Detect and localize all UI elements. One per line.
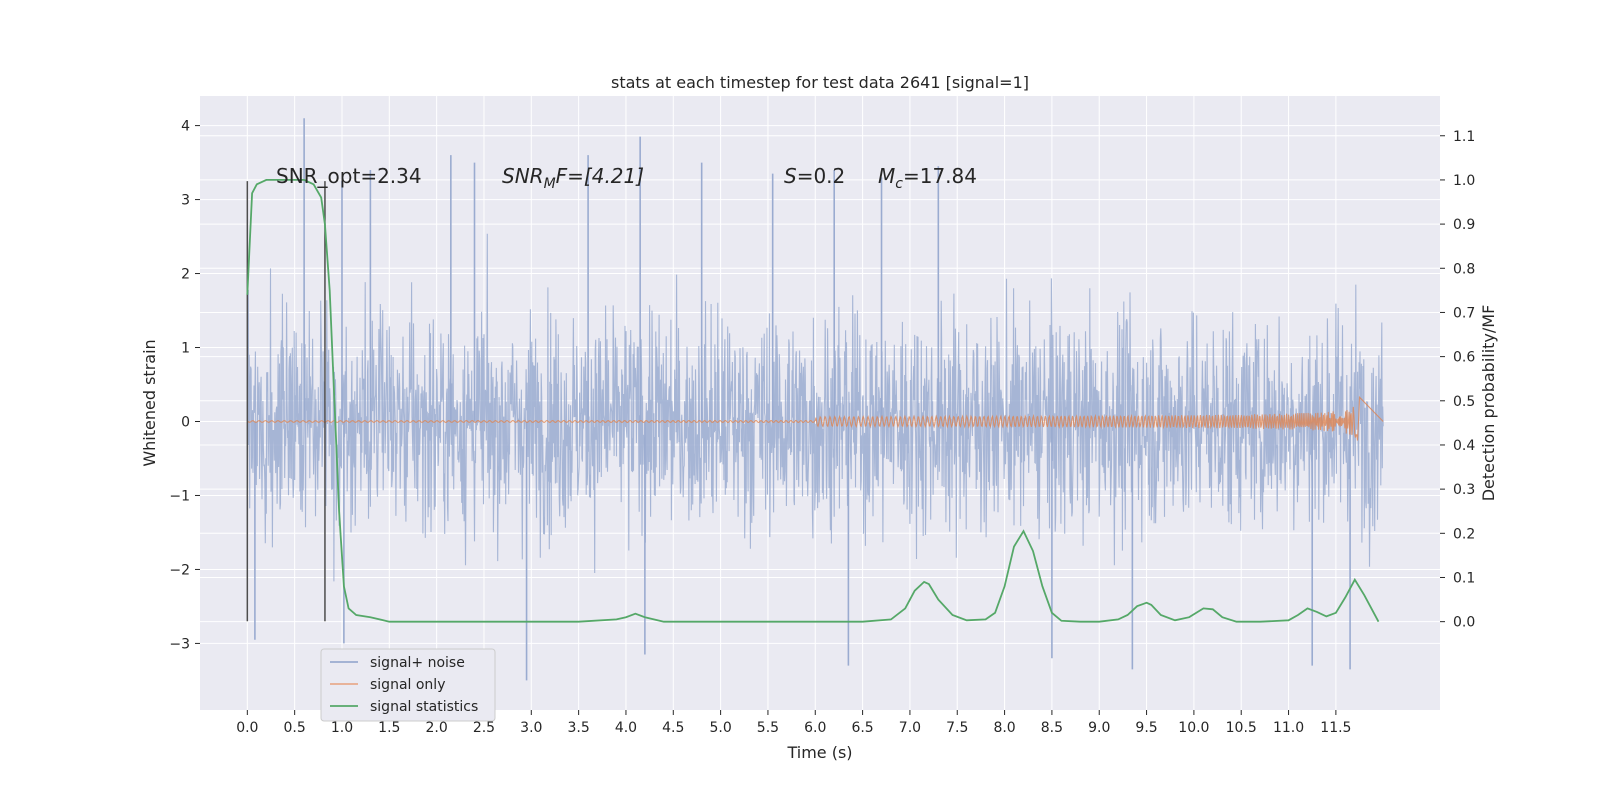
y-right-tick-label: 1.0 bbox=[1453, 173, 1475, 189]
x-tick-label: 5.5 bbox=[757, 720, 779, 736]
y-left-tick-label: −2 bbox=[169, 562, 190, 578]
x-tick-label: 10.0 bbox=[1178, 720, 1209, 736]
signal-statistics-line bbox=[246, 178, 1380, 623]
x-tick-label: 4.5 bbox=[662, 720, 684, 736]
x-tick-label: 4.0 bbox=[615, 720, 637, 736]
legend-label-signal-statistics: signal statistics bbox=[370, 699, 478, 715]
x-tick-label: 3.5 bbox=[567, 720, 589, 736]
x-tick-label: 8.0 bbox=[993, 720, 1015, 736]
y-right-tick-label: 0.1 bbox=[1453, 570, 1475, 586]
x-axis-label: Time (s) bbox=[786, 743, 852, 762]
annotation-s: S=0.2 bbox=[784, 164, 845, 188]
y-left-tick-label: 4 bbox=[181, 119, 190, 135]
x-tick-label: 0.5 bbox=[284, 720, 306, 736]
legend-label-signal-only: signal only bbox=[370, 677, 445, 693]
x-tick-label: 3.0 bbox=[520, 720, 542, 736]
y-left-tick-label: 0 bbox=[181, 414, 190, 430]
y-left-tick-label: 3 bbox=[181, 193, 190, 209]
y-axis-label-left: Whitened strain bbox=[140, 339, 159, 466]
annotation-snr-mf-rest: F=[4.21] bbox=[556, 164, 644, 188]
marker-lines bbox=[246, 181, 326, 622]
y-right-tick-label: 0.7 bbox=[1453, 305, 1475, 321]
x-tick-label: 5.0 bbox=[709, 720, 731, 736]
x-tick-label: 2.5 bbox=[473, 720, 495, 736]
x-tick-label: 9.0 bbox=[1088, 720, 1110, 736]
x-tick-label: 2.0 bbox=[426, 720, 448, 736]
annotation-snr-mf-main: SNR bbox=[502, 164, 544, 188]
signal-noise-line bbox=[246, 233, 1384, 582]
legend-box bbox=[320, 648, 496, 722]
x-tick-label: 11.5 bbox=[1320, 720, 1351, 736]
annotation-mc-main: M bbox=[878, 164, 895, 188]
axis-ticks: 0.0 0.5 1.0 1.5 2.0 2.5 3.0 3.5 4.0 4.5 5.0 5.5 6.0 6… bbox=[169, 119, 1475, 736]
y-right-tick-label: 0.2 bbox=[1453, 526, 1475, 542]
annotation-snr-mf-sub: M bbox=[544, 176, 556, 192]
annotation-snr-opt: SNR_opt=2.34 bbox=[276, 164, 422, 188]
y-left-tick-label: 2 bbox=[181, 267, 190, 283]
y-right-tick-label: 0.6 bbox=[1453, 350, 1475, 366]
x-tick-label: 7.0 bbox=[899, 720, 921, 736]
x-tick-label: 6.0 bbox=[804, 720, 826, 736]
x-tick-label: 1.0 bbox=[331, 720, 353, 736]
y-left-tick-label: 1 bbox=[181, 341, 190, 357]
annotation-s-rest: =0.2 bbox=[797, 164, 846, 188]
y-right-tick-label: 0.8 bbox=[1453, 261, 1475, 277]
y-right-tick-label: 0.5 bbox=[1453, 394, 1475, 410]
chart-title: stats at each timestep for test data 264… bbox=[611, 73, 1029, 92]
signal-only-line bbox=[246, 395, 1384, 441]
x-tick-label: 6.5 bbox=[851, 720, 873, 736]
x-tick-label: 10.5 bbox=[1226, 720, 1257, 736]
x-tick-label: 9.5 bbox=[1135, 720, 1157, 736]
x-tick-label: 0.0 bbox=[236, 720, 258, 736]
annotation-s-main: S bbox=[784, 164, 797, 188]
annotation-snr-mf: SNRMF=[4.21] bbox=[502, 164, 644, 192]
series-signal-noise bbox=[246, 118, 1384, 681]
y-right-tick-label: 0.0 bbox=[1453, 615, 1475, 631]
y-left-tick-label: −3 bbox=[169, 636, 190, 652]
x-tick-label: 11.0 bbox=[1273, 720, 1304, 736]
y-right-tick-label: 1.1 bbox=[1453, 129, 1475, 145]
y-right-tick-label: 0.9 bbox=[1453, 217, 1475, 233]
x-tick-label: 8.5 bbox=[1041, 720, 1063, 736]
annotation-mc-rest: =17.84 bbox=[903, 164, 977, 188]
legend-label-signal-noise: signal+ noise bbox=[370, 655, 465, 671]
y-right-tick-label: 0.3 bbox=[1453, 482, 1475, 498]
y-axis-label-right: Detection probability/MF bbox=[1479, 305, 1498, 502]
x-tick-label: 1.5 bbox=[378, 720, 400, 736]
annotation-mc: Mc=17.84 bbox=[878, 164, 977, 192]
y-right-tick-label: 0.4 bbox=[1453, 438, 1475, 454]
series-signal-statistics bbox=[246, 178, 1380, 623]
x-tick-label: 7.5 bbox=[946, 720, 968, 736]
series-signal-only bbox=[246, 395, 1384, 441]
y-left-tick-label: −1 bbox=[169, 488, 190, 504]
annotation-mc-sub: c bbox=[895, 176, 903, 192]
legend: signal+ noise signal only signal statist… bbox=[320, 648, 496, 722]
